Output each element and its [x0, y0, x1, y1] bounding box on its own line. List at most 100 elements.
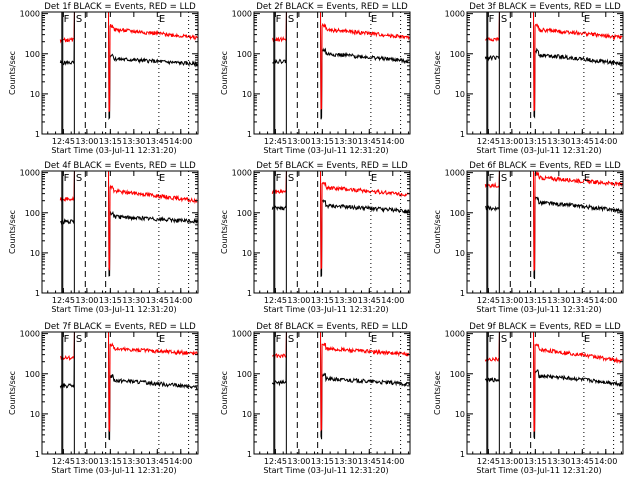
- x-tick-label: 13:00: [500, 296, 523, 305]
- y-axis-label: Counts/sec: [220, 51, 229, 95]
- x-tick-label: 13:45: [358, 137, 381, 146]
- x-tick-label: 13:00: [500, 457, 523, 466]
- x-axis-label: Start Time (03-Jul-11 12:31:20): [263, 146, 388, 155]
- x-tick-label: 14:00: [169, 137, 192, 146]
- detector-panel-4: Det 4f BLACK = Events, RED = LLD F S E 1 10 10…: [8, 161, 199, 314]
- x-tick-label: 13:45: [146, 137, 169, 146]
- y-tick-label: 100: [450, 50, 465, 59]
- x-tick-label: 13:45: [571, 137, 594, 146]
- marker-label-e: E: [371, 334, 377, 345]
- marker-label-e: E: [584, 14, 590, 25]
- x-tick-label: 13:30: [334, 137, 357, 146]
- x-tick-label: 13:30: [547, 296, 570, 305]
- x-axis-label: Start Time (03-Jul-11 12:31:20): [476, 146, 601, 155]
- marker-label-e: E: [371, 173, 377, 184]
- y-tick-label: 10: [455, 90, 465, 99]
- x-tick-label: 13:45: [358, 457, 381, 466]
- panel-title: Det 7f BLACK = Events, RED = LLD: [44, 322, 196, 332]
- detector-panel-6: Det 6f BLACK = Events, RED = LLD F S E 1 10 10…: [433, 161, 624, 314]
- y-tick-label: 1: [460, 289, 465, 298]
- detector-panel-2: Det 2f BLACK = Events, RED = LLD F S E 1 10 10…: [220, 2, 411, 155]
- y-axis-label: Counts/sec: [220, 371, 229, 415]
- marker-label-s: S: [76, 14, 82, 25]
- y-tick-label: 1000: [20, 169, 40, 178]
- x-tick-label: 14:00: [169, 457, 192, 466]
- marker-label-f: F: [489, 173, 495, 184]
- x-tick-label: 12:45: [264, 296, 287, 305]
- marker-label-e: E: [584, 173, 590, 184]
- marker-label-f: F: [64, 334, 70, 345]
- y-axis-label: Counts/sec: [8, 210, 17, 254]
- marker-label-s: S: [76, 334, 82, 345]
- x-tick-label: 13:45: [146, 296, 169, 305]
- x-tick-label: 14:00: [594, 137, 617, 146]
- y-axis-label: Counts/sec: [433, 51, 442, 95]
- x-tick-label: 13:45: [571, 296, 594, 305]
- y-tick-label: 10: [30, 90, 40, 99]
- plot-frame: [466, 170, 624, 294]
- plot-frame: [41, 170, 199, 294]
- events-series: [484, 331, 623, 439]
- y-tick-label: 1: [247, 289, 252, 298]
- y-tick-label: 10: [242, 410, 252, 419]
- y-axis-label: Counts/sec: [433, 371, 442, 415]
- detector-panel-5: Det 5f BLACK = Events, RED = LLD F S E 1 10 10…: [220, 161, 411, 314]
- x-tick-label: 13:00: [287, 457, 310, 466]
- y-axis-label: Counts/sec: [220, 210, 229, 254]
- events-series: [59, 11, 198, 120]
- y-tick-label: 1000: [445, 330, 465, 339]
- x-tick-label: 14:00: [169, 296, 192, 305]
- x-tick-label: 14:00: [381, 296, 404, 305]
- y-tick-label: 100: [237, 50, 252, 59]
- marker-label-f: F: [64, 14, 70, 25]
- marker-label-e: E: [584, 334, 590, 345]
- x-tick-label: 12:45: [264, 137, 287, 146]
- y-tick-label: 100: [450, 370, 465, 379]
- x-tick-label: 13:30: [547, 457, 570, 466]
- x-axis-label: Start Time (03-Jul-11 12:31:20): [51, 466, 176, 475]
- y-tick-label: 100: [25, 50, 40, 59]
- y-tick-label: 1: [247, 130, 252, 139]
- y-axis-label: Counts/sec: [433, 210, 442, 254]
- events-series: [271, 170, 410, 277]
- events-series: [272, 11, 410, 120]
- panel-title: Det 9f BLACK = Events, RED = LLD: [469, 322, 621, 332]
- marker-label-f: F: [489, 334, 495, 345]
- marker-label-s: S: [288, 334, 294, 345]
- x-tick-label: 14:00: [594, 296, 617, 305]
- x-tick-label: 12:45: [477, 296, 500, 305]
- detector-panel-8: Det 8f BLACK = Events, RED = LLD F S E 1 10 10…: [220, 322, 411, 475]
- x-tick-label: 13:45: [146, 457, 169, 466]
- y-tick-label: 10: [30, 249, 40, 258]
- marker-label-f: F: [276, 173, 282, 184]
- panel-title: Det 6f BLACK = Events, RED = LLD: [469, 161, 621, 171]
- marker-label-s: S: [501, 14, 507, 25]
- plot-frame: [253, 170, 411, 294]
- y-tick-label: 1000: [20, 10, 40, 19]
- events-series: [271, 331, 410, 440]
- detector-panel-9: Det 9f BLACK = Events, RED = LLD F S E 1 10 10…: [433, 322, 624, 475]
- plot-frame: [253, 11, 411, 135]
- x-tick-label: 13:00: [75, 457, 98, 466]
- events-series: [484, 170, 623, 280]
- marker-label-s: S: [288, 173, 294, 184]
- marker-label-e: E: [371, 14, 377, 25]
- y-tick-label: 10: [455, 410, 465, 419]
- x-axis-label: Start Time (03-Jul-11 12:31:20): [51, 146, 176, 155]
- panel-title: Det 4f BLACK = Events, RED = LLD: [44, 161, 196, 171]
- panel-title: Det 5f BLACK = Events, RED = LLD: [256, 161, 408, 171]
- y-tick-label: 100: [237, 370, 252, 379]
- events-series: [60, 170, 198, 277]
- y-tick-label: 1: [35, 450, 40, 459]
- x-tick-label: 13:15: [99, 457, 122, 466]
- lld-series: [484, 170, 623, 272]
- plot-frame: [466, 11, 624, 135]
- y-tick-label: 1000: [20, 330, 40, 339]
- marker-label-f: F: [489, 14, 495, 25]
- x-tick-label: 13:00: [287, 137, 310, 146]
- x-tick-label: 12:45: [477, 137, 500, 146]
- x-axis-label: Start Time (03-Jul-11 12:31:20): [51, 305, 176, 314]
- lld-series: [271, 170, 410, 270]
- events-series: [59, 331, 198, 441]
- detector-panel-7: Det 7f BLACK = Events, RED = LLD F S E 1 10 10…: [8, 322, 199, 475]
